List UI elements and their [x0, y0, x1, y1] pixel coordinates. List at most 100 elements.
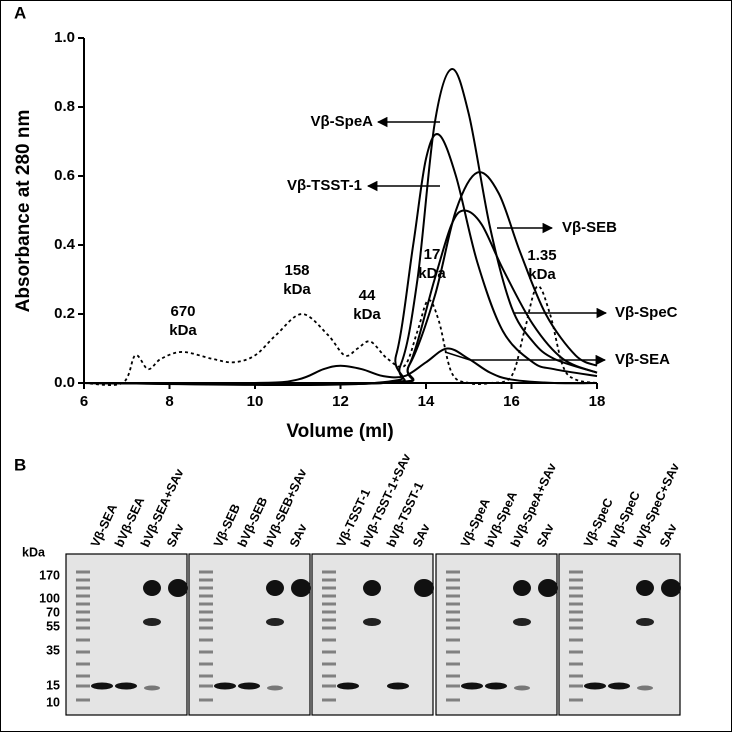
gel-panel — [65, 553, 188, 716]
ladder-band — [76, 638, 90, 642]
band — [661, 579, 681, 597]
band — [636, 618, 654, 626]
band — [115, 682, 137, 690]
ladder-band — [76, 594, 90, 598]
lane-label: SAv — [164, 522, 187, 550]
series-line — [83, 347, 598, 385]
annotation: 44 — [359, 287, 376, 304]
band — [363, 618, 381, 626]
ladder-band — [446, 610, 460, 614]
panel-label: A — [14, 3, 26, 22]
ladder-band — [199, 698, 213, 702]
ladder-band — [322, 602, 336, 606]
ladder-band — [76, 662, 90, 666]
annotation: 1.35 — [527, 247, 556, 264]
band — [238, 682, 260, 690]
ladder-band — [446, 602, 460, 606]
ladder-band — [322, 674, 336, 678]
ladder-band — [199, 594, 213, 598]
ladder-band — [199, 684, 213, 688]
ladder-band — [199, 626, 213, 630]
band — [266, 580, 284, 596]
band — [291, 579, 311, 597]
callout-line — [444, 351, 607, 366]
band — [514, 685, 530, 691]
ladder-band — [322, 698, 336, 702]
x-tick-label: 10 — [247, 393, 264, 410]
band — [636, 580, 654, 596]
ladder-band — [446, 662, 460, 666]
series-line — [83, 209, 598, 386]
ladder-band — [76, 578, 90, 582]
lane-label: SAv — [410, 522, 433, 550]
marker-label: 15 — [46, 678, 60, 692]
y-axis-title: Absorbance at 280 nm — [13, 110, 34, 313]
gel-panel — [311, 553, 434, 716]
marker-label: 35 — [46, 643, 60, 657]
ladder-band — [199, 618, 213, 622]
band — [267, 685, 283, 691]
ladder-band — [76, 650, 90, 654]
ladder-band — [76, 698, 90, 702]
gel-panel — [188, 553, 311, 716]
band — [538, 579, 558, 597]
series-label: Vβ-SpeA — [311, 113, 374, 130]
band — [143, 618, 161, 626]
y-tick-label: 1.0 — [54, 29, 75, 46]
band — [637, 685, 653, 691]
y-tick-label: 0.2 — [54, 305, 75, 322]
series-line — [83, 133, 598, 387]
ladder-band — [446, 578, 460, 582]
band — [337, 682, 359, 690]
ladder-band — [569, 618, 583, 622]
ladder-band — [76, 610, 90, 614]
ladder-band — [322, 586, 336, 590]
ladder-band — [569, 650, 583, 654]
ladder-band — [199, 662, 213, 666]
ladder-band — [446, 638, 460, 642]
band — [485, 682, 507, 690]
y-tick-label: 0.0 — [54, 374, 75, 391]
series-label: Vβ-SEB — [562, 219, 617, 236]
band — [414, 579, 434, 597]
x-tick-label: 12 — [332, 393, 349, 410]
ladder-band — [569, 610, 583, 614]
ladder-band — [569, 586, 583, 590]
annotation: 670 — [170, 303, 195, 320]
ladder-band — [199, 570, 213, 574]
ladder-band — [199, 586, 213, 590]
ladder-band — [76, 618, 90, 622]
ladder-band — [569, 684, 583, 688]
ladder-band — [446, 626, 460, 630]
ladder-band — [322, 650, 336, 654]
annotation: 158 — [284, 262, 309, 279]
marker-label: 100 — [39, 591, 60, 605]
band — [584, 682, 606, 690]
ladder-band — [199, 610, 213, 614]
ladder-band — [446, 594, 460, 598]
ladder-band — [76, 586, 90, 590]
band — [266, 618, 284, 626]
series-label: Vβ-TSST-1 — [287, 177, 362, 194]
ladder-band — [322, 578, 336, 582]
band — [168, 579, 188, 597]
y-tick-label: 0.8 — [54, 98, 75, 115]
panel-label: B — [14, 455, 26, 474]
y-tick-label: 0.4 — [54, 236, 76, 253]
gel-panel — [558, 553, 681, 716]
annotation: kDa — [169, 322, 197, 339]
x-tick-label: 6 — [80, 393, 88, 410]
ladder-band — [199, 638, 213, 642]
band — [143, 580, 161, 596]
gel-panel — [435, 553, 558, 716]
ladder-band — [569, 626, 583, 630]
ladder-band — [569, 698, 583, 702]
ladder-band — [322, 610, 336, 614]
ladder-band — [199, 674, 213, 678]
ladder-band — [446, 570, 460, 574]
annotation: kDa — [418, 265, 446, 282]
x-tick-label: 8 — [165, 393, 173, 410]
ladder-band — [322, 626, 336, 630]
marker-label: 55 — [46, 619, 60, 633]
